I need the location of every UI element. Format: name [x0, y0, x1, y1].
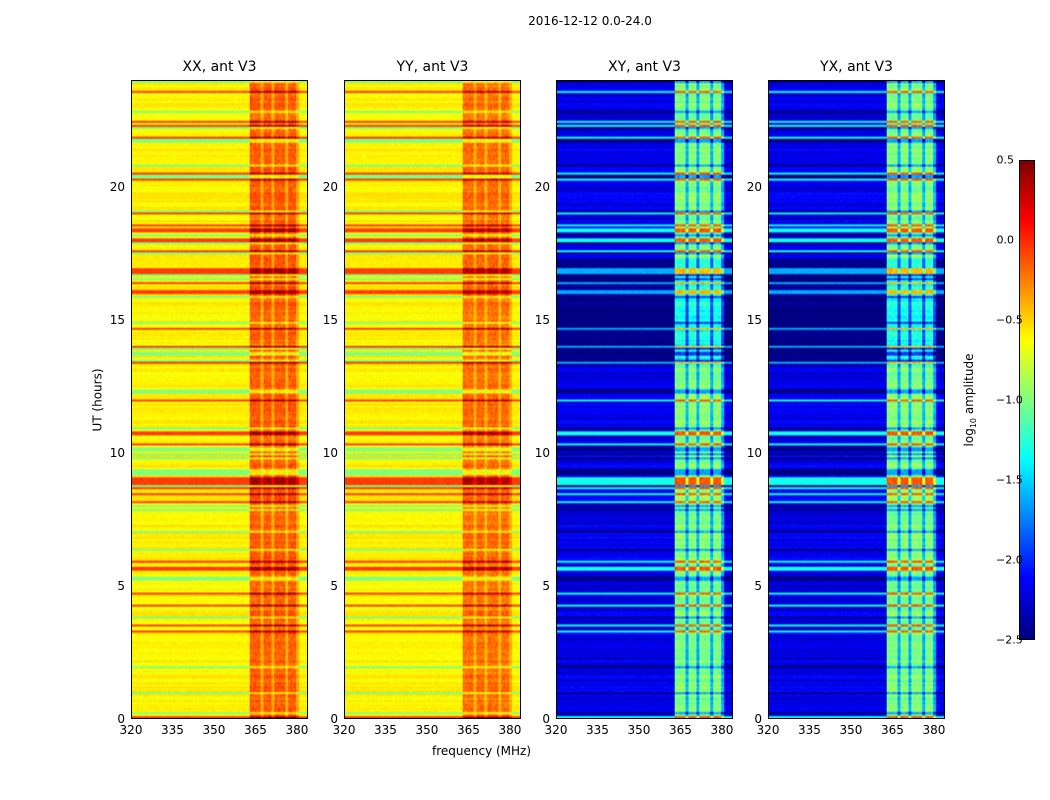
x-tick-label: 380: [922, 723, 946, 737]
colorbar-label: log10 amplitude: [961, 353, 979, 447]
colorbar: [1019, 160, 1035, 640]
y-tick-label: 5: [330, 578, 338, 593]
heatmap-image: [557, 81, 732, 718]
y-tick-label: 10: [534, 445, 550, 460]
y-tick-label: 20: [109, 179, 125, 194]
x-tick-label: 350: [627, 723, 651, 737]
x-tick-label: 320: [119, 723, 143, 737]
panel-title: YY, ant V3: [396, 59, 469, 75]
y-tick-label: 15: [109, 312, 125, 327]
x-axis-label: frequency (MHz): [432, 744, 532, 758]
y-tick-label: 10: [746, 445, 762, 460]
y-tick-label: 5: [542, 578, 550, 593]
colorbar-tick-label: −1.0: [996, 393, 1023, 407]
y-axis-label: UT (hours): [90, 368, 105, 432]
x-tick-label: 380: [285, 723, 309, 737]
colorbar-tick-label: 0.0: [996, 233, 1015, 247]
y-tick-label: 0: [117, 712, 125, 726]
y-tick-label: 0: [754, 712, 762, 726]
colorbar-tick-label: −0.5: [996, 313, 1023, 327]
heatmap-panel-2: XY, ant V3: [556, 59, 733, 719]
figure-title: 2016-12-12 0.0-24.0: [528, 14, 652, 28]
x-tick-label: 365: [669, 723, 692, 737]
x-tick-label: 350: [839, 723, 863, 737]
x-tick-label: 350: [202, 723, 226, 737]
colorbar-tick-label: 0.5: [996, 153, 1015, 167]
y-tick-label: 20: [534, 179, 550, 194]
heatmap-panel-1: YY, ant V3: [344, 59, 521, 719]
x-tick-label: 365: [457, 723, 480, 737]
y-tick-label: 15: [322, 312, 338, 327]
x-tick-label: 335: [161, 723, 184, 737]
y-tick-label: 15: [746, 312, 762, 327]
panel-title: XY, ant V3: [608, 59, 681, 75]
y-tick-label: 15: [534, 312, 550, 327]
colorbar-tick-label: −2.0: [996, 553, 1023, 567]
x-tick-label: 365: [881, 723, 904, 737]
y-tick-label: 20: [746, 179, 762, 194]
x-tick-label: 350: [415, 723, 439, 737]
x-tick-label: 380: [498, 723, 522, 737]
y-tick-label: 5: [754, 578, 762, 593]
panel-title: YX, ant V3: [820, 59, 893, 75]
x-tick-label: 365: [244, 723, 267, 737]
colorbar-tick-label: −1.5: [996, 473, 1023, 487]
heatmap-image: [345, 81, 520, 718]
y-tick-label: 0: [330, 712, 338, 726]
heatmap-panel-3: YX, ant V3: [768, 59, 945, 719]
y-tick-label: 5: [117, 578, 125, 593]
x-tick-label: 380: [710, 723, 734, 737]
y-tick-label: 20: [322, 179, 338, 194]
x-tick-label: 320: [756, 723, 780, 737]
x-tick-label: 335: [798, 723, 821, 737]
heatmap-panel-0: XX, ant V3: [131, 59, 308, 719]
x-tick-label: 320: [332, 723, 356, 737]
y-tick-label: 0: [542, 712, 550, 726]
heatmap-image: [769, 81, 944, 718]
heatmap-image: [132, 81, 307, 718]
colorbar-tick-label: −2.5: [996, 633, 1023, 647]
y-tick-label: 10: [322, 445, 338, 460]
x-tick-label: 335: [586, 723, 609, 737]
y-tick-label: 10: [109, 445, 125, 460]
x-tick-label: 335: [374, 723, 397, 737]
x-tick-label: 320: [544, 723, 568, 737]
panel-title: XX, ant V3: [182, 59, 257, 75]
